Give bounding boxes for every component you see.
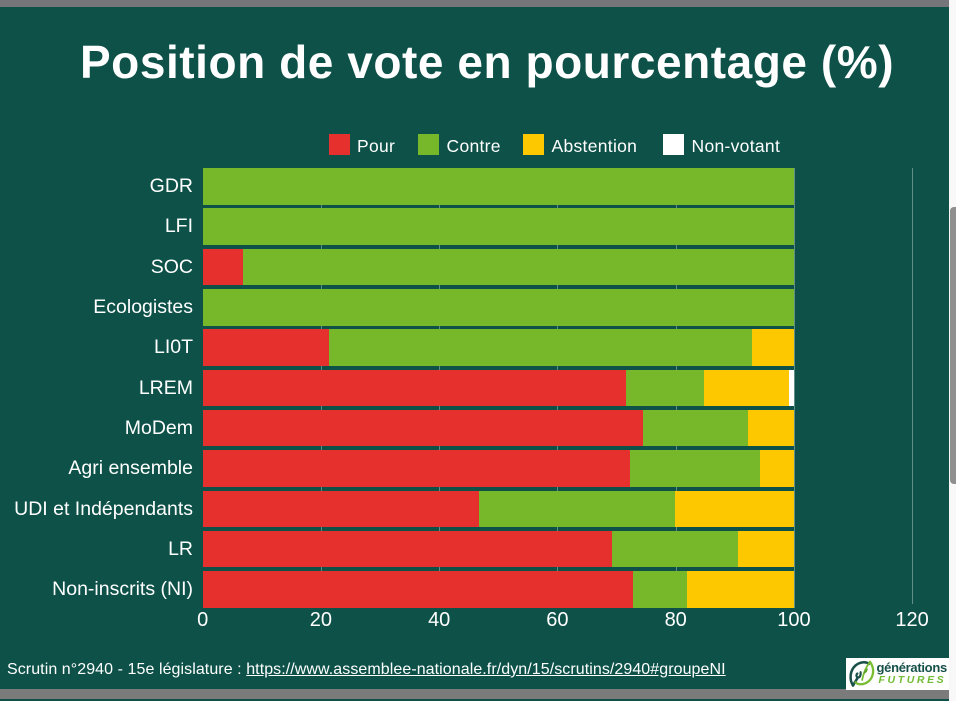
svg-text:FUTURES: FUTURES (879, 674, 947, 686)
svg-text:générations: générations (877, 660, 947, 675)
